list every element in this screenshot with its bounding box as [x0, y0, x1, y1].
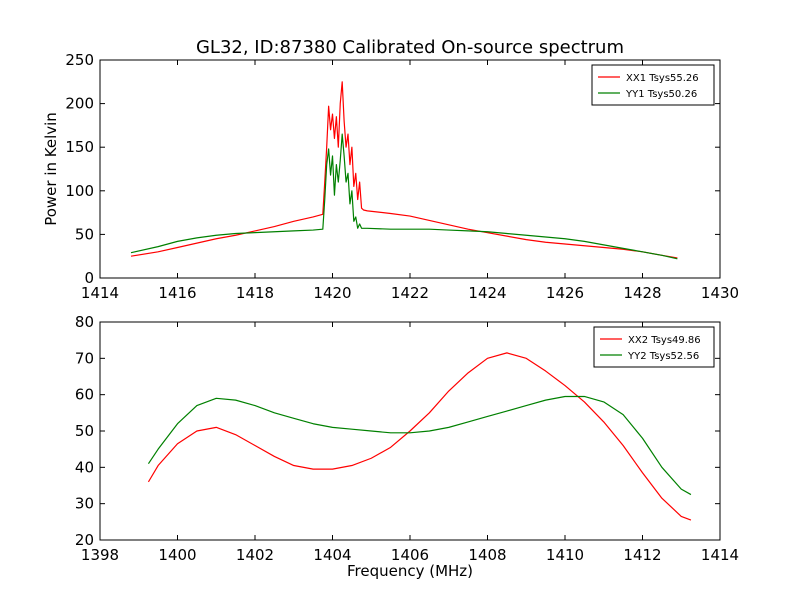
y-tick-label: 60	[75, 386, 94, 404]
y-tick-label: 50	[75, 422, 94, 440]
x-tick-label: 1402	[236, 546, 274, 564]
y-axis-label: Power in Kelvin	[42, 112, 60, 226]
series-line-xx	[147, 352, 692, 521]
x-tick-label: 1414	[81, 284, 119, 302]
series-line-yy	[130, 133, 678, 260]
y-tick-label: 200	[65, 95, 94, 113]
y-tick-label: 20	[75, 531, 94, 549]
x-tick-label: 1416	[158, 284, 196, 302]
x-tick-label: 1410	[546, 546, 584, 564]
bottom-panel: 1398 1400 1402 1404 1406 1408 1410 1412 1414 20 30…	[75, 313, 739, 580]
series-line-yy	[147, 395, 692, 496]
x-tick-label: 1426	[546, 284, 584, 302]
x-axis-label: Frequency (MHz)	[347, 562, 473, 580]
x-tick-label: 1430	[701, 284, 739, 302]
y-tick-label: 0	[84, 269, 94, 287]
x-tick-label: 1418	[236, 284, 274, 302]
y-tick-label: 70	[75, 349, 94, 367]
x-tick-label: 1400	[158, 546, 196, 564]
legend-box	[591, 64, 715, 106]
x-tick-label: 1412	[623, 546, 661, 564]
x-tick-label: 1404	[313, 546, 351, 564]
y-tick-label: 50	[75, 225, 94, 243]
legend-label-yy: YY2 Tsys52.56	[627, 351, 699, 362]
legend: XX1 Tsys55.26 YY1 Tsys50.26	[591, 64, 715, 106]
legend-box	[593, 326, 715, 368]
y-tick-label: 80	[75, 313, 94, 331]
x-tick-label: 1420	[313, 284, 351, 302]
legend-label-yy: YY1 Tsys50.26	[625, 89, 697, 100]
top-panel: 1414 1416 1418 1420 1422 1424 1426 1428 1430 0 50 1…	[42, 51, 739, 302]
x-tick-label: 1398	[81, 546, 119, 564]
y-tick-label: 40	[75, 458, 94, 476]
legend-label-xx: XX1 Tsys55.26	[626, 73, 699, 84]
legend-label-xx: XX2 Tsys49.86	[628, 335, 701, 346]
y-tick-label: 100	[65, 182, 94, 200]
y-tick-label: 150	[65, 138, 94, 156]
series-line-xx	[130, 81, 678, 259]
y-tick-label: 250	[65, 51, 94, 69]
x-tick-label: 1414	[701, 546, 739, 564]
x-tick-label: 1424	[468, 284, 506, 302]
x-tick-label: 1408	[468, 546, 506, 564]
figure-title: GL32, ID:87380 Calibrated On-source spec…	[196, 37, 624, 58]
legend: XX2 Tsys49.86 YY2 Tsys52.56	[593, 326, 715, 368]
x-tick-label: 1422	[391, 284, 429, 302]
y-tick-label: 30	[75, 495, 94, 513]
x-tick-label: 1406	[391, 546, 429, 564]
x-tick-label: 1428	[623, 284, 661, 302]
